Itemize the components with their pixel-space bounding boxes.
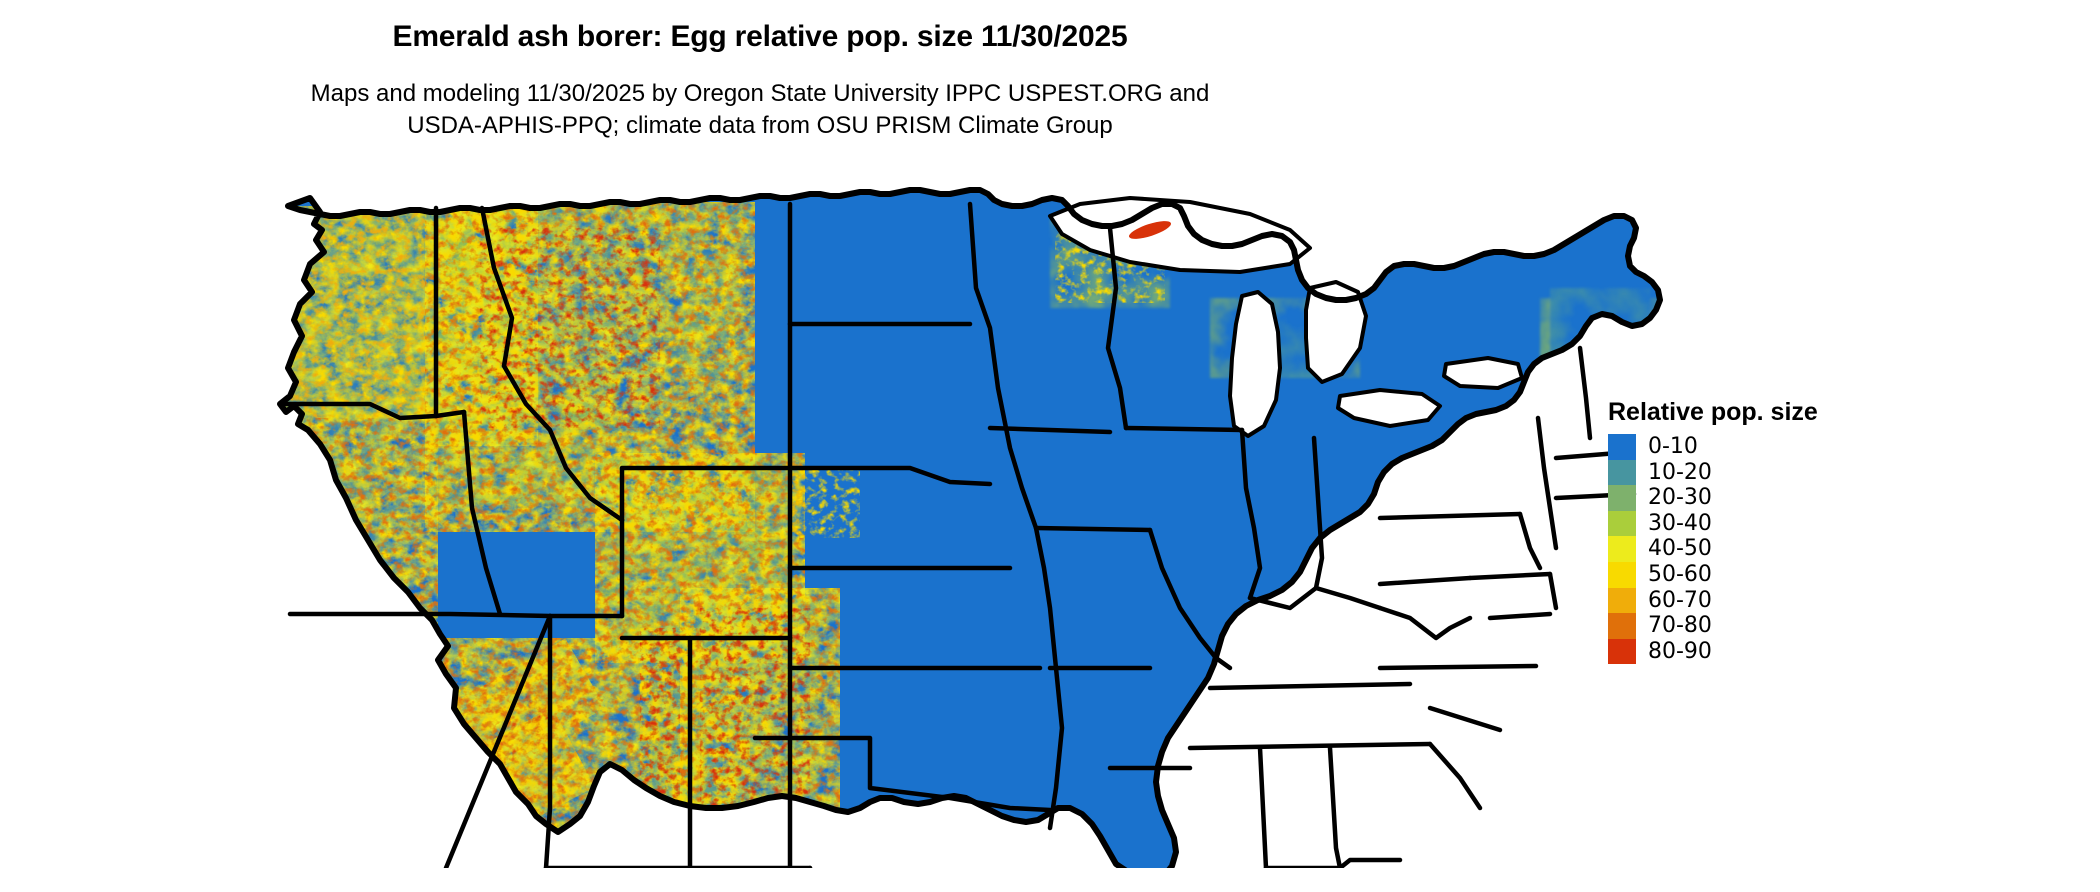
legend-label-20-30: 20-30 (1648, 485, 1712, 511)
legend-swatch-50-60 (1608, 561, 1636, 588)
legend-swatch-60-70 (1608, 587, 1636, 614)
legend-label-40-50: 40-50 (1648, 536, 1712, 562)
isle-royale (1128, 221, 1172, 239)
choropleth-map (250, 168, 1670, 868)
legend-label-30-40: 30-40 (1648, 510, 1712, 536)
raster-appalachians (1390, 418, 1610, 658)
page-subtitle: Maps and modeling 11/30/2025 by Oregon S… (0, 78, 1520, 142)
legend-swatch-20-30 (1608, 485, 1636, 511)
page-title: Emerald ash borer: Egg relative pop. siz… (392, 20, 1128, 53)
legend-item-30-40: 30-40 (1608, 510, 1908, 537)
legend-label-10-20: 10-20 (1648, 459, 1712, 485)
lake-erie (1336, 388, 1442, 428)
map-legend: Relative pop. size 0-10 10-20 20-30 30-40 40… (1608, 398, 1908, 665)
legend-label-70-80: 70-80 (1648, 613, 1712, 639)
legend-swatch-30-40 (1608, 510, 1636, 537)
subtitle-line-1: Maps and modeling 11/30/2025 by Oregon S… (310, 80, 1210, 107)
lake-michigan (1228, 290, 1282, 438)
legend-item-10-20: 10-20 (1608, 459, 1908, 486)
legend-swatch-70-80 (1608, 613, 1636, 639)
subtitle-line-2: USDA-APHIS-PPQ; climate data from OSU PR… (407, 112, 1113, 139)
legend-swatch-40-50 (1608, 536, 1636, 562)
state-borders (283, 201, 1637, 868)
legend-title: Relative pop. size (1608, 398, 1818, 426)
legend-item-80-90: 80-90 (1608, 638, 1908, 665)
lake-superior (1048, 196, 1312, 274)
lake-huron (1304, 280, 1368, 384)
lake-ontario (1442, 356, 1524, 390)
legend-label-0-10: 0-10 (1648, 434, 1698, 459)
legend-item-60-70: 60-70 (1608, 587, 1908, 614)
legend-items: 0-10 10-20 20-30 30-40 40-50 50-60 60-70 70-80 8… (1608, 434, 1908, 665)
legend-label-60-70: 60-70 (1648, 587, 1712, 613)
legend-swatch-10-20 (1608, 459, 1636, 486)
legend-item-40-50: 40-50 (1608, 536, 1908, 562)
map-svg (250, 168, 1670, 868)
raster-colorado-rockies (680, 588, 840, 868)
legend-label-80-90: 80-90 (1648, 638, 1712, 664)
legend-item-20-30: 20-30 (1608, 485, 1908, 511)
legend-item-50-60: 50-60 (1608, 561, 1908, 588)
legend-swatch-0-10 (1608, 434, 1636, 460)
legend-item-70-80: 70-80 (1608, 613, 1908, 639)
great-lakes (1048, 196, 1524, 438)
raster-black-hills (790, 468, 860, 538)
legend-swatch-80-90 (1608, 638, 1636, 665)
legend-label-50-60: 50-60 (1648, 561, 1712, 587)
legend-item-0-10: 0-10 (1608, 434, 1908, 460)
